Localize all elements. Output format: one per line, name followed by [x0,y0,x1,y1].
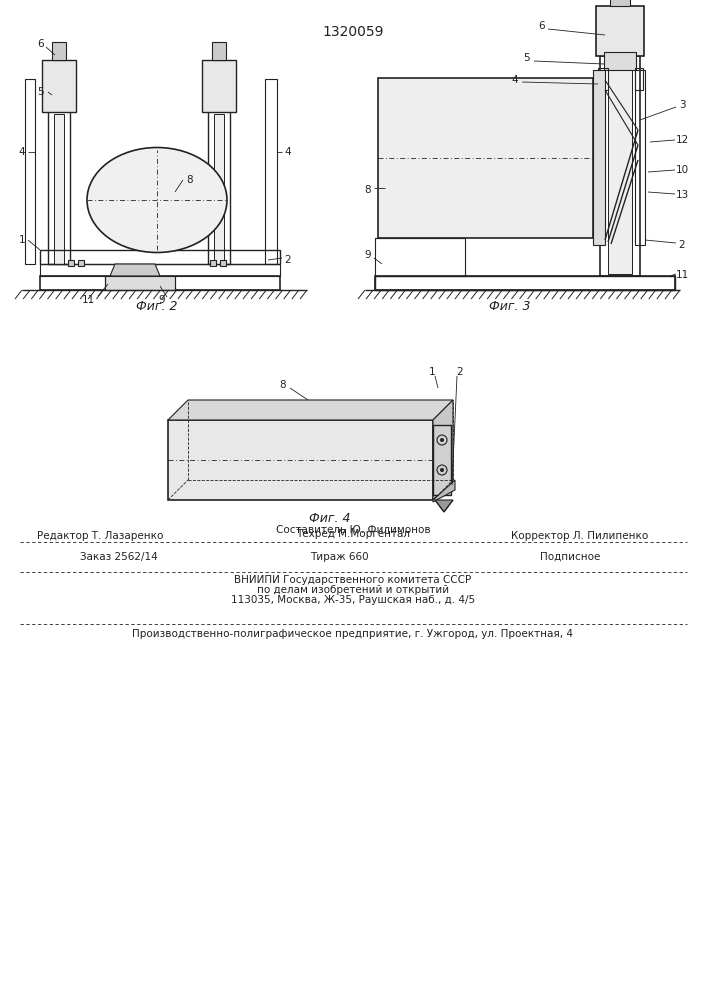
Text: Заказ 2562/14: Заказ 2562/14 [80,552,158,562]
Bar [610,0,630,6]
Text: Производственно-полиграфическое предприятие, г. Ужгород, ул. Проектная, 4: Производственно-полиграфическое предприя… [132,629,573,639]
Text: 4: 4 [512,75,518,85]
Text: 8: 8 [365,185,371,195]
Text: 1: 1 [18,235,25,245]
Text: 10: 10 [675,165,689,175]
Bar [378,78,593,238]
Bar [608,59,632,274]
Bar [593,70,605,245]
Text: 8: 8 [187,175,193,185]
Text: 4: 4 [285,147,291,157]
Bar [596,6,644,56]
Text: 11: 11 [81,295,95,305]
Bar [78,260,84,266]
Text: 2: 2 [457,367,463,377]
Polygon shape [105,276,175,290]
Text: 6: 6 [539,21,545,31]
Bar [40,276,280,290]
Bar [635,68,643,90]
Text: 5: 5 [524,53,530,63]
Text: 4: 4 [18,147,25,157]
Text: Подписное: Подписное [540,552,600,562]
Circle shape [440,438,444,442]
Bar [375,276,675,290]
Bar [600,56,640,276]
Text: 9: 9 [158,295,165,305]
Text: 6: 6 [37,39,45,49]
Text: 13: 13 [675,190,689,200]
Bar [25,79,35,264]
Text: Фиг. 3: Фиг. 3 [489,300,531,314]
Bar [68,260,74,266]
Bar [212,42,226,60]
Bar [40,250,280,264]
Bar [210,260,216,266]
Polygon shape [110,264,160,276]
Bar [52,42,66,60]
Bar [168,420,433,500]
Text: 1: 1 [428,367,436,377]
Bar [40,264,280,276]
Bar [375,238,465,276]
Text: 11: 11 [675,270,689,280]
Text: 2: 2 [285,255,291,265]
Polygon shape [168,400,453,420]
Bar [214,114,224,264]
Bar [265,79,277,264]
Polygon shape [433,480,455,502]
Bar [42,60,76,112]
Text: Тираж 660: Тираж 660 [310,552,368,562]
Text: Фиг. 4: Фиг. 4 [309,512,351,524]
Bar [375,276,675,290]
Bar [202,60,236,112]
Bar [54,114,64,264]
Bar [433,425,451,495]
Text: Корректор Л. Пилипенко: Корректор Л. Пилипенко [511,531,648,541]
Text: по делам изобретений и открытий: по делам изобретений и открытий [257,585,449,595]
Polygon shape [433,400,453,500]
Bar [48,79,70,264]
Text: Составитель Ю. Филимонов: Составитель Ю. Филимонов [276,525,431,535]
Text: 1320059: 1320059 [322,25,384,39]
Circle shape [440,468,444,472]
Text: 8: 8 [280,380,286,390]
Polygon shape [435,500,453,512]
Bar [208,79,230,264]
Text: 5: 5 [37,87,45,97]
Bar [598,68,608,90]
Text: 113035, Москва, Ж-35, Раушская наб., д. 4/5: 113035, Москва, Ж-35, Раушская наб., д. … [231,595,475,605]
Text: 12: 12 [675,135,689,145]
Text: Фиг. 2: Фиг. 2 [136,300,177,314]
Ellipse shape [87,147,227,252]
Text: Техред М.Моргентал: Техред М.Моргентал [296,529,410,539]
Bar [635,70,645,245]
Text: ВНИИПИ Государственного комитета СССР: ВНИИПИ Государственного комитета СССР [235,575,472,585]
Text: 2: 2 [679,240,685,250]
Bar [220,260,226,266]
Text: 3: 3 [679,100,685,110]
Text: Редактор Т. Лазаренко: Редактор Т. Лазаренко [37,531,163,541]
Bar [604,52,636,70]
Text: 9: 9 [365,250,371,260]
